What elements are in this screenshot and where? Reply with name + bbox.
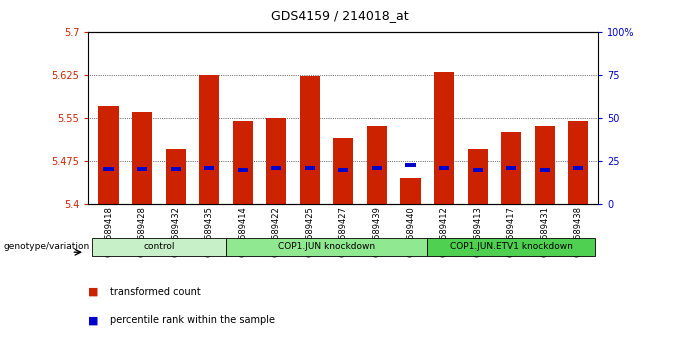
Bar	[339, 169, 348, 172]
Bar	[204, 166, 214, 170]
Text: COP1.JUN.ETV1 knockdown: COP1.JUN.ETV1 knockdown	[449, 242, 573, 251]
Bar	[405, 162, 415, 167]
Bar	[540, 169, 549, 172]
Bar	[401, 178, 420, 204]
Bar	[267, 118, 286, 204]
Bar	[305, 166, 315, 170]
Text: control: control	[143, 242, 175, 251]
Bar	[439, 166, 449, 170]
Bar	[568, 121, 588, 204]
Bar	[165, 149, 186, 204]
Bar	[468, 149, 488, 204]
Bar	[271, 166, 282, 170]
Bar	[372, 166, 382, 170]
Bar	[99, 106, 118, 204]
Bar	[238, 169, 248, 172]
Text: percentile rank within the sample: percentile rank within the sample	[110, 315, 275, 325]
Bar	[233, 121, 253, 204]
Bar	[171, 167, 181, 171]
Bar	[573, 166, 583, 170]
Bar	[506, 166, 516, 170]
Bar	[427, 238, 595, 256]
Text: genotype/variation: genotype/variation	[3, 242, 90, 251]
Bar	[300, 76, 320, 204]
Text: GDS4159 / 214018_at: GDS4159 / 214018_at	[271, 9, 409, 22]
Bar	[132, 112, 152, 204]
Bar	[92, 238, 226, 256]
Bar	[226, 238, 427, 256]
Bar	[137, 167, 147, 171]
Bar	[473, 169, 483, 172]
Bar	[333, 138, 354, 204]
Text: ■: ■	[88, 315, 99, 325]
Text: COP1.JUN knockdown: COP1.JUN knockdown	[278, 242, 375, 251]
Bar	[434, 72, 454, 204]
Bar	[501, 132, 522, 204]
Bar	[534, 126, 555, 204]
Text: ■: ■	[88, 287, 99, 297]
Bar	[199, 75, 219, 204]
Bar	[103, 167, 114, 171]
Text: transformed count: transformed count	[110, 287, 201, 297]
Bar	[367, 126, 387, 204]
